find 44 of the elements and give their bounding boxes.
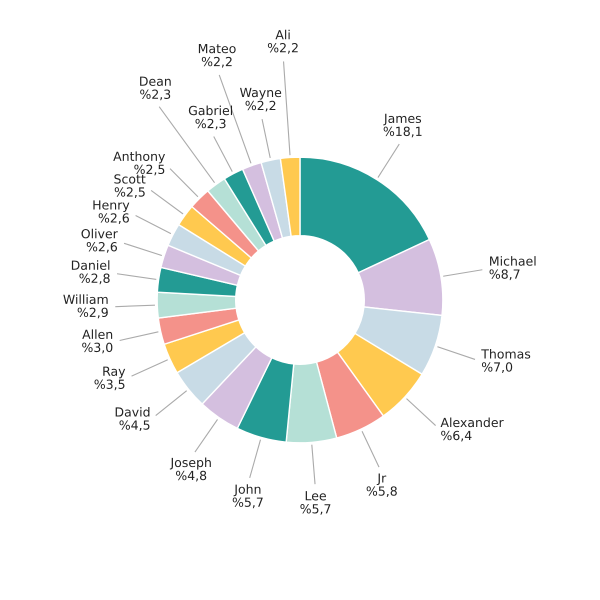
data-label: %2,2 [268, 42, 298, 54]
slice-label: William [63, 294, 108, 304]
slice-label: John [234, 484, 260, 496]
slice-label: Mateo [198, 44, 236, 54]
slice-label: Lee [306, 491, 326, 500]
data-label: %3,5 [94, 380, 124, 390]
slice-label: Thomas [481, 348, 530, 359]
data-label: %4,8 [176, 470, 206, 482]
slice-label: Michael [490, 256, 536, 266]
data-label: %2,6 [86, 242, 118, 253]
data-label: %2,3 [140, 90, 170, 100]
data-label: %2,8 [79, 274, 110, 284]
slice-label: Henry [93, 200, 130, 212]
data-label: %3,0 [82, 342, 112, 354]
slice-label: Joseph [170, 458, 211, 470]
data-label: %7,0 [482, 362, 512, 373]
data-label: %2,6 [98, 213, 129, 224]
data-label: %2,3 [195, 118, 226, 130]
data-label: %2,2 [202, 56, 232, 68]
slice-label: Gabriel [188, 106, 232, 116]
data-label: %2,5 [114, 187, 145, 198]
data-label: %8,7 [490, 269, 520, 280]
slice-label: Ray [103, 366, 126, 378]
slice-label: Daniel [72, 260, 110, 270]
slice-label: Jr [376, 473, 386, 486]
slice-label: James [383, 114, 422, 126]
slice-label: Wayne [240, 88, 282, 100]
slice-label: Ali [275, 30, 290, 40]
data-label: %2,5 [134, 164, 164, 176]
data-label: %5,7 [300, 504, 330, 515]
data-label: %5,8 [366, 486, 397, 498]
data-label: %2,9 [78, 308, 108, 318]
slice-label: David [116, 407, 150, 417]
data-label: %18,1 [384, 126, 422, 138]
data-label: %5,7 [232, 497, 263, 508]
data-label: %2,2 [246, 100, 276, 112]
slice-label: Oliver [81, 228, 118, 238]
slice-label: Alexander [440, 417, 504, 428]
slice-label: Dean [140, 76, 171, 86]
slice-label: Scott [114, 174, 146, 184]
data-label: %6,4 [441, 430, 472, 442]
slice-label: Allen [82, 329, 112, 340]
slice-label: Anthony [113, 151, 166, 164]
data-label: %4,5 [119, 420, 150, 432]
